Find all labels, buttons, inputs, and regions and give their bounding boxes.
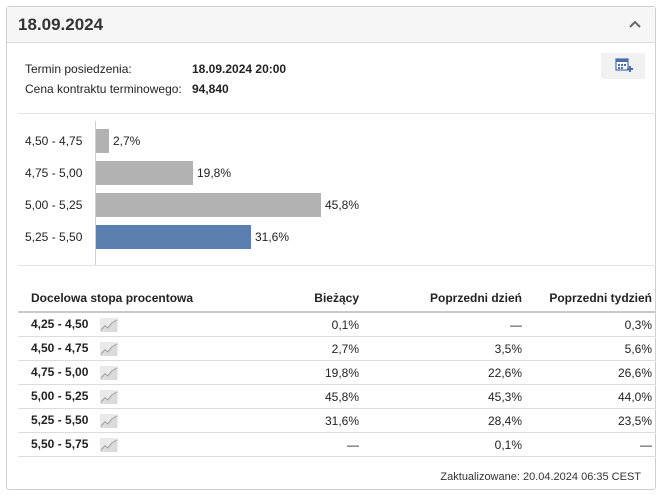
panel-title: 18.09.2024 xyxy=(18,15,104,34)
previous-day-cell: 0,1% xyxy=(363,432,526,457)
probability-panel: 18.09.2024 Termin posiedzenia: 18.09.202… xyxy=(6,6,656,490)
column-header-target-rate: Docelowa stopa procentowa xyxy=(18,285,275,313)
meeting-date-value: 18.09.2024 20:00 xyxy=(192,62,287,76)
current-cell: 0,1% xyxy=(275,312,363,337)
current-cell: 45,8% xyxy=(275,384,363,409)
previous-day-cell: — xyxy=(363,312,526,337)
divider xyxy=(18,265,656,266)
rate-range-cell: 4,50 - 4,75 xyxy=(18,336,275,361)
previous-day-cell: 22,6% xyxy=(363,360,526,385)
rate-range-label: 4,25 - 4,50 xyxy=(31,317,89,332)
column-header-current: Bieżący xyxy=(275,285,363,313)
previous-week-cell: 0,3% xyxy=(526,312,656,337)
last-updated: Zaktualizowane: 20.04.2024 06:35 CEST xyxy=(440,471,641,483)
current-cell: 19,8% xyxy=(275,360,363,385)
current-cell: — xyxy=(275,432,363,457)
trend-chart-icon[interactable] xyxy=(100,317,119,332)
panel-header[interactable]: 18.09.2024 xyxy=(7,7,655,43)
current-cell: 2,7% xyxy=(275,336,363,361)
futures-price-label: Cena kontraktu terminowego: xyxy=(25,82,182,96)
chart-axis-line xyxy=(95,121,96,265)
chevron-up-icon[interactable] xyxy=(625,14,645,34)
calendar-add-icon xyxy=(615,58,633,72)
chart-category-label: 5,25 - 5,50 xyxy=(25,230,83,244)
rate-range-label: 4,75 - 5,00 xyxy=(31,365,89,380)
table-row: 5,25 - 5,50 31,6% 28,4% 23,5% xyxy=(18,408,656,433)
previous-week-cell: 5,6% xyxy=(526,336,656,361)
column-header-previous-week: Poprzedni tydzień xyxy=(526,285,656,313)
rate-range-cell: 5,00 - 5,25 xyxy=(18,384,275,409)
divider xyxy=(18,113,656,114)
rate-range-label: 5,00 - 5,25 xyxy=(31,389,89,404)
table-row: 4,75 - 5,00 19,8% 22,6% 26,6% xyxy=(18,360,656,385)
previous-day-cell: 3,5% xyxy=(363,336,526,361)
chart-bar xyxy=(96,193,321,217)
table-header-row: Docelowa stopa procentowa Bieżący Poprze… xyxy=(18,285,656,313)
table-row: 5,50 - 5,75 —0,1% — xyxy=(18,432,656,457)
rate-range-label: 4,50 - 4,75 xyxy=(31,341,89,356)
chart-bar xyxy=(96,129,109,153)
chart-category-label: 4,75 - 5,00 xyxy=(25,166,83,180)
current-cell: 31,6% xyxy=(275,408,363,433)
rate-range-cell: 4,25 - 4,50 xyxy=(18,312,275,337)
chart-category-label: 5,00 - 5,25 xyxy=(25,198,83,212)
chart-value-label: 31,6% xyxy=(255,230,290,244)
previous-week-cell: 44,0% xyxy=(526,384,656,409)
previous-day-cell: 45,3% xyxy=(363,384,526,409)
chart-value-label: 19,8% xyxy=(197,166,232,180)
column-header-previous-day: Poprzedni dzień xyxy=(363,285,526,313)
trend-chart-icon[interactable] xyxy=(100,341,119,356)
previous-week-cell: — xyxy=(526,432,656,457)
rate-range-cell: 5,50 - 5,75 xyxy=(18,432,275,457)
trend-chart-icon[interactable] xyxy=(100,437,119,452)
rate-range-cell: 5,25 - 5,50 xyxy=(18,408,275,433)
meeting-date-label: Termin posiedzenia: xyxy=(25,62,132,76)
add-to-calendar-button[interactable] xyxy=(601,53,645,79)
table-row: 4,25 - 4,50 0,1% —0,3% xyxy=(18,312,656,337)
chart-category-label: 4,50 - 4,75 xyxy=(25,134,83,148)
table-row: 4,50 - 4,75 2,7% 3,5% 5,6% xyxy=(18,336,656,361)
futures-price-value: 94,840 xyxy=(192,82,229,96)
chart-value-label: 2,7% xyxy=(113,134,141,148)
previous-day-cell: 28,4% xyxy=(363,408,526,433)
rate-range-label: 5,50 - 5,75 xyxy=(31,437,89,452)
chart-bar xyxy=(96,161,193,185)
previous-week-cell: 26,6% xyxy=(526,360,656,385)
trend-chart-icon[interactable] xyxy=(100,365,119,380)
table-row: 5,00 - 5,25 45,8% 45,3% 44,0% xyxy=(18,384,656,409)
rate-range-label: 5,25 - 5,50 xyxy=(31,413,89,428)
trend-chart-icon[interactable] xyxy=(100,389,119,404)
trend-chart-icon[interactable] xyxy=(100,413,119,428)
chart-bar xyxy=(96,225,251,249)
rate-probability-table: Docelowa stopa procentowa Bieżący Poprze… xyxy=(18,285,656,457)
chart-value-label: 45,8% xyxy=(325,198,360,212)
rate-range-cell: 4,75 - 5,00 xyxy=(18,360,275,385)
previous-week-cell: 23,5% xyxy=(526,408,656,433)
